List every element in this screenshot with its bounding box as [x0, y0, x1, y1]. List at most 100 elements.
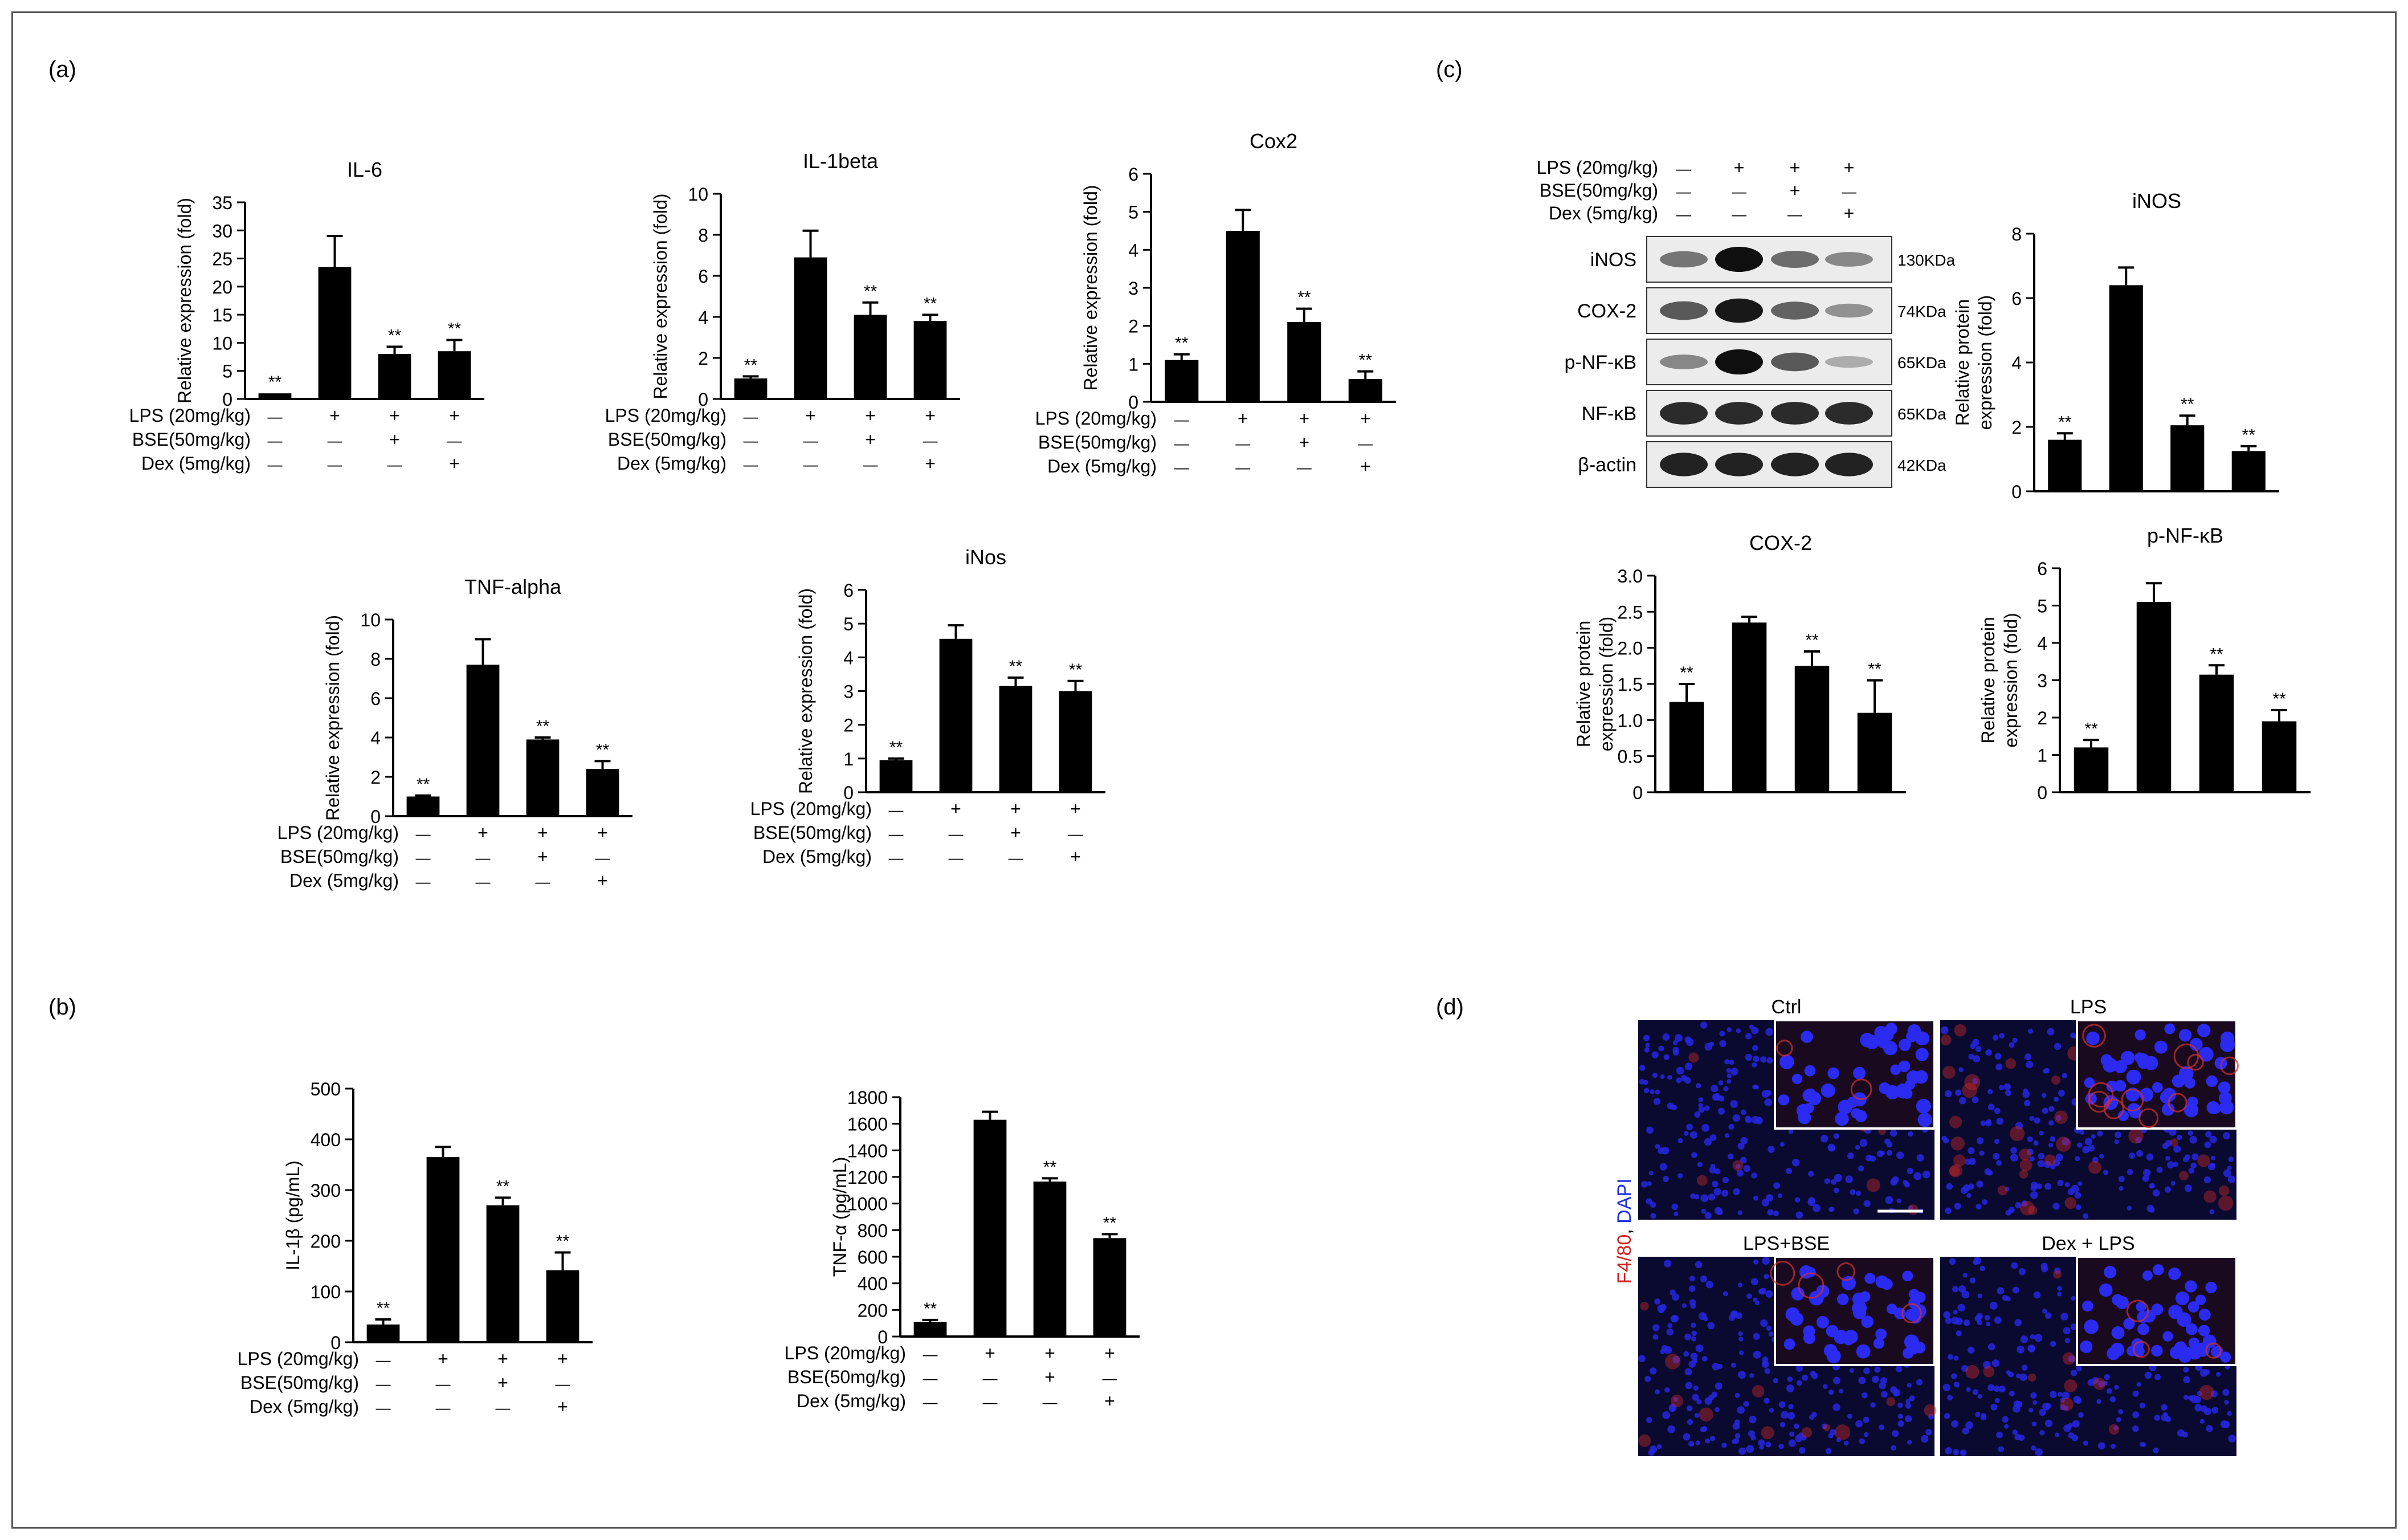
nucleus-dot: [1727, 1027, 1732, 1032]
nucleus-dot: [1987, 1384, 1995, 1391]
nucleus-dot: [2035, 1448, 2043, 1456]
nucleus-dot: [2010, 1154, 2018, 1162]
inset-nucleus: [1875, 1328, 1887, 1340]
nucleus-dot: [1638, 1355, 1646, 1363]
nucleus-dot: [1977, 1394, 1982, 1399]
inset-nucleus: [1864, 1273, 1876, 1284]
treatment-label: LPS (20mg/kg): [750, 798, 872, 819]
nucleus-dot: [1674, 1034, 1683, 1042]
treatment-mark: —: [536, 873, 550, 890]
blot-treatment-mark: —: [1842, 183, 1856, 200]
inset-nucleus: [1841, 1276, 1856, 1290]
nucleus-dot: [2184, 1184, 2192, 1192]
inset-nucleus: [1906, 1070, 1921, 1085]
nucleus-dot: [2055, 1115, 2062, 1121]
nucleus-dot: [2156, 1167, 2163, 1173]
f480-signal: [1688, 1052, 1699, 1063]
blot-kda-label: 74KDa: [1897, 303, 1946, 320]
nucleus-dot: [1969, 1277, 1976, 1284]
nucleus-dot: [1736, 1312, 1742, 1319]
nucleus-dot: [1945, 1207, 1952, 1215]
y-tick-label: 20: [212, 277, 232, 298]
nucleus-dot: [1943, 1311, 1950, 1318]
inset-nucleus: [2189, 1347, 2202, 1360]
nucleus-dot: [2103, 1170, 2109, 1175]
micrograph: Dex + LPS: [1940, 1233, 2238, 1456]
y-tick-label: 5: [222, 361, 232, 382]
nucleus-dot: [1961, 1365, 1969, 1372]
nucleus-dot: [1663, 1054, 1670, 1060]
blot-band: [1771, 251, 1819, 268]
nucleus-dot: [2199, 1419, 2205, 1424]
f480-signal: [2218, 1195, 2234, 1211]
nucleus-dot: [2055, 1154, 2063, 1162]
nucleus-dot: [2098, 1381, 2105, 1388]
inset-nucleus: [2117, 1110, 2129, 1121]
f480-signal: [1732, 1160, 1744, 1171]
significance-mark: **: [1680, 663, 1693, 682]
nucleus-dot: [1942, 1137, 1949, 1144]
bar: [734, 378, 768, 399]
treatment-table: LPS (20mg/kg) — + + + BSE(50mg/kg) — — + — Dex (5m…: [277, 822, 610, 891]
nucleus-dot: [1871, 1375, 1879, 1383]
nucleus-dot: [2030, 1334, 2035, 1339]
treatment-table: LPS (20mg/kg) — + + + BSE(50mg/kg) — — + — Dex (5m…: [750, 798, 1083, 867]
bar: [2170, 425, 2205, 491]
y-tick-label: 800: [858, 1220, 888, 1241]
nucleus-dot: [2063, 1327, 2071, 1335]
nucleus-dot: [1753, 1259, 1758, 1265]
nucleus-dot: [2043, 1069, 2048, 1074]
f480-signal: [1953, 1154, 1966, 1167]
nucleus-dot: [2024, 1099, 2031, 1107]
blot-band: [1715, 349, 1763, 374]
nucleus-dot: [2027, 1344, 2035, 1352]
nucleus-dot: [2109, 1396, 2116, 1403]
nucleus-dot: [1731, 1362, 1736, 1368]
nucleus-dot: [2057, 1286, 2062, 1291]
nucleus-dot: [1738, 1331, 1743, 1337]
chart-4: 0 1 2 3 4 5 6 iNos Relative expression (fold) ** *…: [795, 545, 1105, 803]
f480-signal: [1664, 1354, 1681, 1370]
blot-kda-label: 65KDa: [1897, 405, 1946, 423]
nucleus-dot: [1743, 1164, 1750, 1172]
nucleus-dot: [2042, 1403, 2050, 1411]
nucleus-dot: [2088, 1144, 2095, 1152]
nucleus-dot: [1680, 1074, 1687, 1081]
nucleus-dot: [1650, 1201, 1656, 1208]
inset-f480: [1776, 1040, 1793, 1057]
nucleus-dot: [2050, 1164, 2056, 1170]
nucleus-dot: [1697, 1162, 1703, 1167]
nucleus-dot: [1768, 1146, 1775, 1153]
treatment-label: Dex (5mg/kg): [289, 870, 399, 891]
nucleus-dot: [1787, 1376, 1793, 1382]
inset-nucleus: [1804, 1065, 1816, 1077]
nucleus-dot: [2044, 1160, 2051, 1168]
nucleus-dot: [2222, 1388, 2230, 1396]
nucleus-dot: [2058, 1392, 2063, 1397]
inset-nucleus: [1838, 1099, 1852, 1115]
f480-signal: [2060, 1398, 2074, 1411]
nucleus-dot: [1838, 1388, 1844, 1394]
nucleus-dot: [1677, 1173, 1683, 1179]
nucleus-dot: [1764, 1368, 1770, 1374]
f480-signal: [1942, 1066, 1956, 1079]
nucleus-dot: [1972, 1096, 1979, 1103]
nucleus-dot: [1646, 1417, 1652, 1423]
significance-mark: **: [2058, 413, 2072, 431]
nucleus-dot: [1765, 1028, 1774, 1036]
blot-band: [1825, 252, 1873, 267]
nucleus-dot: [1717, 1363, 1723, 1369]
nucleus-dot: [1655, 1144, 1660, 1149]
nucleus-dot: [1724, 1133, 1730, 1138]
nucleus-dot: [2149, 1183, 2154, 1189]
nucleus-dot: [1691, 1152, 1697, 1158]
treatment-label: BSE(50mg/kg): [753, 822, 872, 843]
nucleus-dot: [2173, 1162, 2178, 1167]
f480-signal: [1866, 1178, 1880, 1192]
y-tick-label: 5: [1128, 202, 1138, 223]
nucleus-dot: [2165, 1416, 2172, 1423]
nucleus-dot: [1723, 1086, 1729, 1091]
nucleus-dot: [1796, 1380, 1802, 1386]
nucleus-dot: [2228, 1435, 2236, 1443]
nucleus-dot: [1778, 1401, 1786, 1408]
